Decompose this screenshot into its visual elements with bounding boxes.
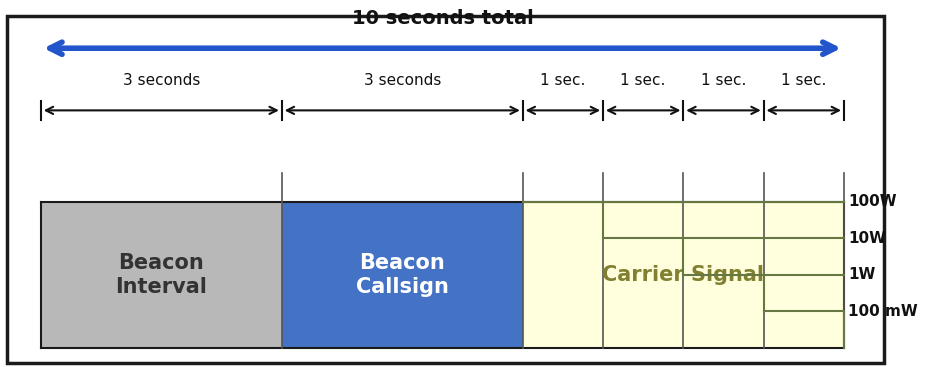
Text: 3 seconds: 3 seconds bbox=[122, 73, 200, 88]
Text: 10W: 10W bbox=[848, 231, 885, 246]
Text: 1W: 1W bbox=[848, 268, 875, 282]
Text: 3 seconds: 3 seconds bbox=[363, 73, 441, 88]
Text: 1 sec.: 1 sec. bbox=[540, 73, 585, 88]
Text: 100W: 100W bbox=[848, 194, 897, 209]
Text: Beacon
Callsign: Beacon Callsign bbox=[356, 253, 449, 297]
Text: 1 sec.: 1 sec. bbox=[781, 73, 826, 88]
Bar bbox=[522, 202, 844, 348]
Text: Beacon
Interval: Beacon Interval bbox=[116, 253, 207, 297]
Text: 10 seconds total: 10 seconds total bbox=[352, 9, 534, 28]
Text: Carrier Signal: Carrier Signal bbox=[602, 265, 764, 285]
Text: 100 mW: 100 mW bbox=[848, 304, 917, 319]
Bar bbox=[40, 202, 281, 348]
Text: 1 sec.: 1 sec. bbox=[620, 73, 666, 88]
Text: 1 sec.: 1 sec. bbox=[701, 73, 746, 88]
Bar bbox=[281, 202, 522, 348]
